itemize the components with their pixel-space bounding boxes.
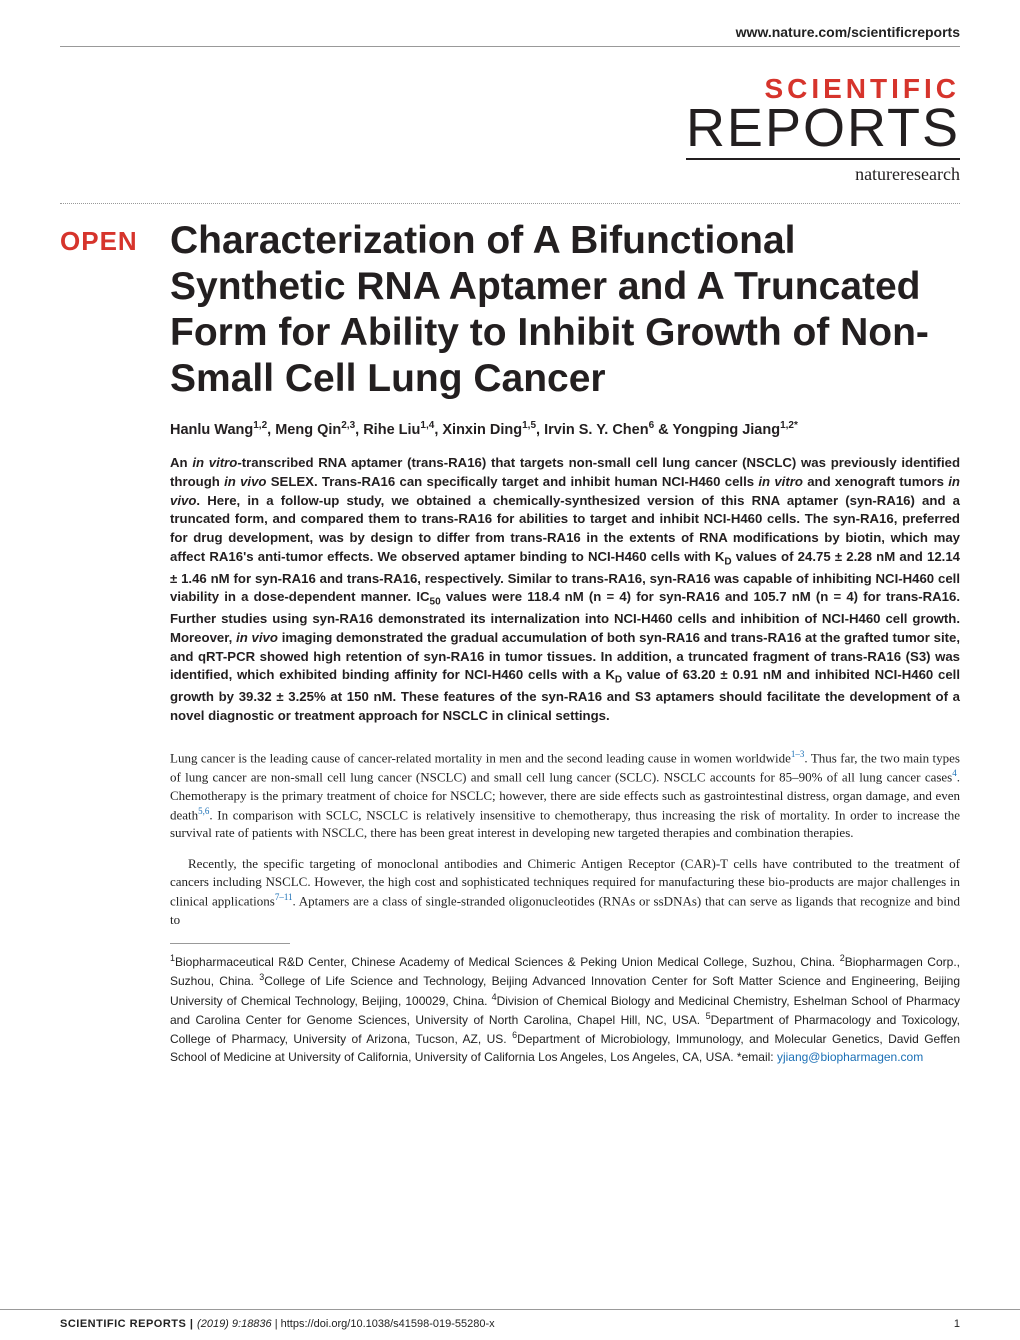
left-column: OPEN (60, 218, 170, 257)
footer-cite: (2019) 9:18836 | https://doi.org/10.1038… (197, 1318, 495, 1330)
body-paragraph-1: Lung cancer is the leading cause of canc… (170, 748, 960, 843)
page-container: www.nature.com/scientificreports SCIENTI… (0, 0, 1020, 1340)
body-paragraph-2: Recently, the specific targeting of mono… (170, 855, 960, 929)
journal-logo: SCIENTIFIC REPORTS natureresearch (60, 75, 960, 185)
article-title: Characterization of A Bifunctional Synth… (170, 218, 960, 402)
dotted-rule (60, 203, 960, 204)
content-row: OPEN Characterization of A Bifunctional … (60, 218, 960, 1066)
abstract: An in vitro-transcribed RNA aptamer (tra… (170, 454, 960, 726)
affiliations: 1Biopharmaceutical R&D Center, Chinese A… (170, 952, 960, 1066)
footer-journal: SCIENTIFIC REPORTS | (60, 1318, 197, 1330)
main-column: Characterization of A Bifunctional Synth… (170, 218, 960, 1066)
open-access-badge: OPEN (60, 226, 170, 257)
logo-reports: REPORTS (686, 103, 960, 160)
top-rule (60, 46, 960, 47)
page-footer: SCIENTIFIC REPORTS | (2019) 9:18836 | ht… (0, 1309, 1020, 1340)
affiliation-rule (170, 943, 290, 944)
author-list: Hanlu Wang1,2, Meng Qin2,3, Rihe Liu1,4,… (170, 420, 960, 438)
logo-natureresearch: natureresearch (60, 164, 960, 185)
header-url[interactable]: www.nature.com/scientificreports (60, 24, 960, 40)
footer-page-number: 1 (954, 1318, 960, 1330)
footer-citation: SCIENTIFIC REPORTS | (2019) 9:18836 | ht… (60, 1318, 495, 1330)
